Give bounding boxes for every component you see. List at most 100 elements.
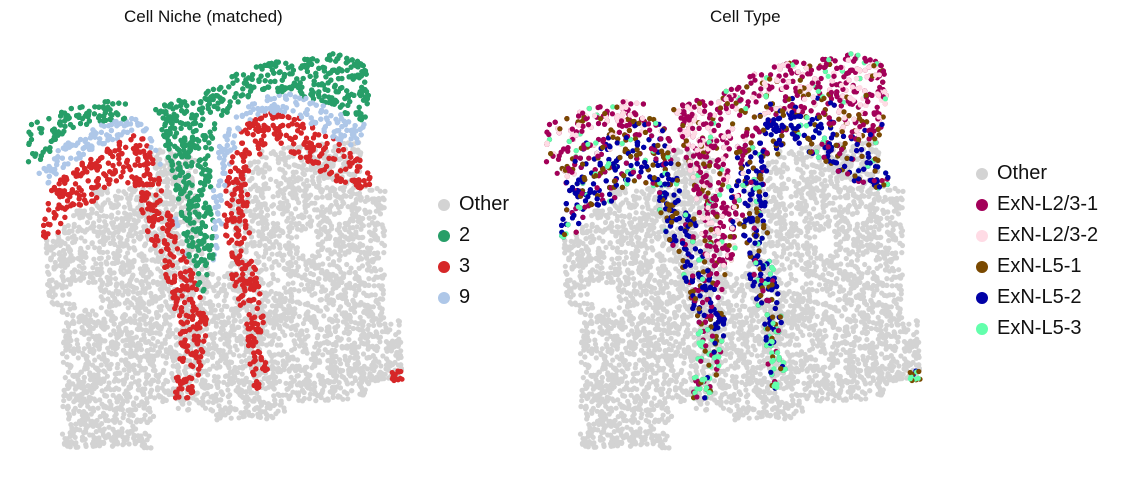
scatter-point-other — [86, 336, 92, 342]
scatter-point-other — [71, 408, 77, 414]
scatter-point-other — [393, 352, 399, 358]
scatter-point-other — [104, 261, 110, 267]
scatter-point-other — [377, 334, 383, 340]
scatter-point-other — [398, 348, 404, 354]
scatter-point-other — [312, 265, 318, 271]
scatter-point-other — [131, 238, 137, 244]
scatter-point-other — [223, 406, 229, 412]
scatter-point-other — [249, 218, 255, 224]
scatter-point-other — [341, 161, 347, 167]
scatter-point-other — [290, 169, 296, 175]
scatter-point-other — [201, 380, 207, 386]
scatter-point-other — [127, 351, 133, 357]
scatter-point-other — [141, 313, 147, 319]
scatter-point-other — [170, 313, 176, 319]
scatter-point-other — [265, 378, 271, 384]
scatter-point-other — [129, 274, 135, 280]
scatter-point-other — [131, 295, 137, 301]
scatter-point-other — [379, 273, 385, 279]
scatter-point-other — [194, 390, 200, 396]
scatter-point-other — [364, 355, 370, 361]
scatter-point-other — [91, 381, 97, 387]
scatter-point-other — [320, 352, 326, 358]
scatter-point-other — [295, 213, 302, 220]
scatter-point-other — [135, 290, 141, 296]
scatter-point-other — [125, 305, 131, 311]
scatter-point-other — [316, 182, 322, 189]
scatter-point-other — [94, 269, 100, 275]
scatter-point-other — [221, 282, 227, 288]
scatter-point-other — [290, 280, 296, 286]
scatter-point-other — [358, 385, 364, 391]
scatter-point-other — [209, 271, 215, 277]
scatter-point-other — [290, 255, 296, 261]
scatter-point-other — [54, 284, 60, 290]
scatter-point-other — [239, 371, 245, 377]
scatter-point-other — [256, 242, 262, 249]
scatter-point-other — [173, 342, 179, 348]
scatter-point-other — [315, 332, 321, 339]
scatter-point-other — [347, 280, 353, 286]
scatter-point-other — [330, 357, 336, 363]
scatter-point-other — [144, 437, 150, 443]
scatter-point-other — [258, 204, 264, 210]
scatter-point-other — [272, 352, 278, 358]
scatter-point-other — [290, 216, 297, 222]
scatter-point-other — [120, 284, 126, 290]
scatter-point-other — [294, 332, 300, 338]
scatter-point-other — [216, 276, 222, 282]
scatter-point-other — [119, 406, 125, 413]
scatter-point-other — [236, 353, 242, 359]
scatter-point-other — [81, 346, 87, 352]
scatter-point-other — [182, 370, 189, 376]
scatter-point-other — [173, 327, 180, 333]
scatter-point-other — [110, 237, 116, 243]
scatter-point-other — [243, 405, 249, 411]
scatter-point-other — [142, 353, 148, 359]
scatter-point-other — [109, 302, 116, 309]
scatter-point-other — [158, 268, 164, 274]
scatter-point-other — [132, 247, 138, 253]
scatter-point-other — [160, 353, 166, 359]
scatter-point-other — [84, 389, 90, 396]
scatter-point-other — [284, 218, 290, 224]
scatter-point-other — [360, 351, 367, 357]
scatter-point-other — [337, 304, 344, 310]
scatter-point-other — [67, 343, 73, 349]
scatter-point-other — [354, 224, 360, 230]
scatter-point-other — [127, 232, 133, 238]
scatter-point-other — [322, 288, 328, 294]
scatter-point-other — [336, 257, 342, 263]
scatter-point-other — [380, 225, 386, 231]
scatter-point-other — [214, 382, 220, 388]
scatter-point-other — [175, 200, 182, 206]
scatter-point-other — [127, 394, 133, 400]
scatter-point-other — [359, 222, 365, 228]
scatter-point-other — [286, 240, 292, 246]
scatter-point-other — [143, 431, 149, 437]
scatter-point-other — [84, 400, 90, 406]
scatter-point-other — [290, 389, 296, 395]
scatter-point-other — [159, 289, 165, 295]
scatter-point-other — [153, 250, 160, 256]
scatter-point-other — [376, 371, 382, 377]
scatter-point-other — [258, 190, 264, 196]
scatter-point-other — [310, 272, 317, 278]
scatter-point-other — [255, 159, 261, 165]
scatter-point-other — [129, 335, 135, 341]
scatter-point-other — [296, 288, 302, 294]
scatter-point-other — [125, 221, 131, 227]
scatter-point-other — [294, 382, 300, 388]
scatter-point-other — [213, 398, 219, 404]
scatter-point-other — [266, 333, 272, 339]
scatter-point-other — [333, 365, 340, 371]
scatter-point-other — [74, 341, 81, 347]
scatter-point-other — [286, 164, 292, 170]
scatter-point-other — [211, 373, 218, 380]
scatter-point-other — [132, 313, 138, 319]
scatter-point-other — [108, 270, 114, 277]
scatter-point-other — [123, 191, 129, 197]
scatter-point-other — [60, 403, 66, 410]
scatter-point-other — [303, 209, 309, 215]
scatter-point-other — [362, 303, 368, 309]
